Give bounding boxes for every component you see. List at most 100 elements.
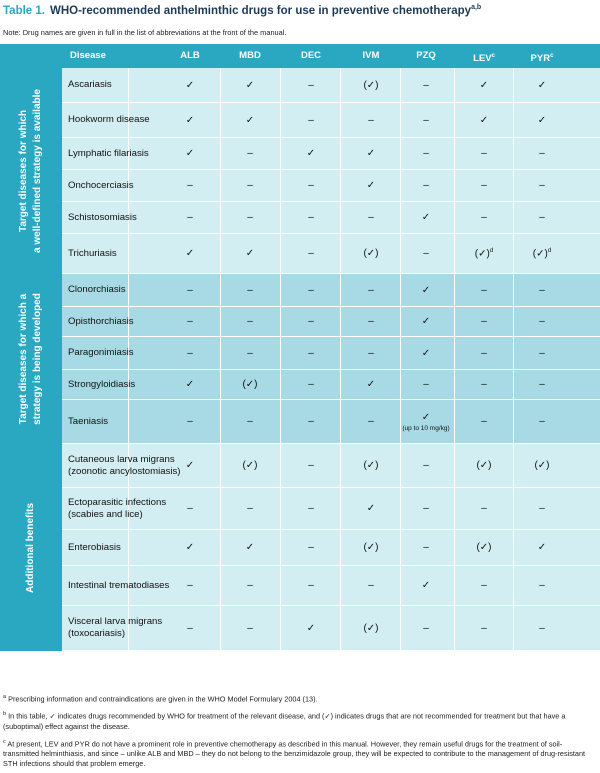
check-mark: ✓ [185, 79, 195, 91]
cell-content: ✓ [186, 460, 194, 471]
partial-check-mark: (✓) [363, 248, 379, 259]
cell-content: (✓) [534, 460, 549, 471]
cell-content: – [308, 80, 314, 91]
cell-content: – [481, 285, 487, 296]
drug-cell-dec: – [283, 370, 339, 399]
dash-mark: – [423, 148, 429, 159]
dash-mark: – [187, 316, 193, 327]
dash-mark: – [423, 180, 429, 191]
check-mark: ✓ [366, 379, 376, 390]
header-drug-label: PYR [530, 53, 551, 65]
cell-content: – [539, 180, 545, 191]
dash-mark: – [308, 580, 314, 591]
check-mark: ✓ [366, 180, 376, 191]
dash-mark: – [423, 460, 429, 471]
table-row: Ascariasis ✓ ✓ – (✓) – ✓ ✓ [62, 68, 600, 103]
drug-cell-ivm: – [343, 337, 399, 369]
drug-cell-lev: – [456, 337, 512, 369]
table-row: Paragonimiasis – – – – ✓ – – [62, 337, 600, 370]
cell-content: ✓ [246, 542, 254, 553]
dash-mark: – [539, 416, 545, 427]
drug-cell-mbd: – [222, 400, 278, 443]
drug-cell-dec: – [283, 400, 339, 443]
section-label: Target diseases for which a well-defined … [17, 89, 45, 253]
cell-content: ✓ [538, 80, 546, 91]
drug-cell-dec: – [283, 307, 339, 336]
header-drug-footnote-mark: c [550, 53, 554, 59]
drug-cell-dec: – [283, 530, 339, 565]
cell-content: ✓ [367, 180, 375, 191]
partial-check-mark: (✓) [242, 460, 258, 471]
partial-check-mark: (✓) [476, 460, 492, 471]
partial-check-mark: (✓) [242, 379, 258, 390]
drug-cell-lev: – [456, 202, 512, 233]
partial-check-mark: (✓) [363, 460, 379, 471]
drug-cell-alb: – [162, 488, 218, 529]
check-mark: ✓ [185, 460, 195, 471]
dash-mark: – [481, 316, 487, 327]
drug-cell-pzq: – [398, 68, 454, 102]
header-drug-label: PZQ [416, 50, 436, 61]
table-row: Cutaneous larva migrans (zoonotic ancylo… [62, 444, 600, 488]
check-mark: ✓ [185, 379, 195, 390]
dash-mark: – [481, 416, 487, 427]
header-drug-dec: DEC [283, 44, 339, 68]
cell-content: – [481, 148, 487, 159]
section-body: Clonorchiasis – – – – ✓ – – Opisthorchiasis – – – – ✓… [62, 274, 600, 444]
table-row: Opisthorchiasis – – – – ✓ – – [62, 307, 600, 337]
footnote-text: At present, LEV and PYR do not have a pr… [3, 739, 586, 769]
drug-cell-pzq: – [398, 103, 454, 137]
dash-mark: – [481, 379, 487, 390]
check-mark: ✓ [421, 284, 431, 296]
cell-content: – [308, 379, 314, 390]
disease-name: Visceral larva migrans (toxocariasis) [68, 616, 163, 639]
check-mark: ✓ [366, 148, 376, 159]
cell-content: ✓ [246, 80, 254, 91]
table-row: Taeniasis – – – – ✓ (up to 10 mg/kg) – – [62, 400, 600, 444]
cell-content: – [187, 285, 193, 296]
dash-mark: – [247, 148, 253, 159]
dash-mark: – [247, 580, 253, 591]
column-divider [513, 444, 514, 651]
check-mark: ✓ [185, 114, 195, 126]
check-mark: ✓ [421, 347, 431, 359]
drug-cell-dec: – [283, 566, 339, 605]
drug-cell-alb: – [162, 400, 218, 443]
footnote-mark: c [3, 738, 6, 745]
column-divider [280, 68, 281, 274]
table-row: Enterobiasis ✓ ✓ – (✓) – (✓) ✓ [62, 530, 600, 566]
cell-content: ✓ [422, 212, 430, 223]
footnote-b: b In this table, ✓ indicates drugs recom… [3, 709, 597, 731]
footnote-text: Prescribing information and contraindica… [6, 694, 318, 704]
dash-mark: – [247, 316, 253, 327]
drug-cell-alb: ✓ [162, 138, 218, 169]
column-divider [454, 68, 455, 274]
cell-content: ✓ [422, 316, 430, 327]
drug-cell-dec: – [283, 337, 339, 369]
cell-footnote-mark: d [547, 247, 552, 254]
cell-content: (✓) [476, 460, 491, 471]
drug-cell-ivm: (✓) [343, 234, 399, 273]
table-title: Table 1. WHO-recommended anthelminthic dr… [3, 4, 597, 20]
dash-mark: – [423, 248, 429, 259]
drug-cell-pzq: – [398, 444, 454, 487]
check-mark: ✓ [479, 114, 489, 126]
dash-mark: – [539, 180, 545, 191]
dash-mark: – [481, 580, 487, 591]
check-mark: ✓ [185, 542, 195, 553]
cell-content: – [368, 416, 374, 427]
drug-cell-dec: – [283, 68, 339, 102]
cell-content: – [308, 248, 314, 259]
cell-content: – [481, 580, 487, 591]
drug-cell-ivm: ✓ [343, 170, 399, 201]
dash-mark: – [308, 379, 314, 390]
cell-content: ✓ [307, 148, 315, 159]
dash-mark: – [481, 180, 487, 191]
drug-cell-pzq: – [398, 530, 454, 565]
cell-content: – [187, 180, 193, 191]
column-divider [454, 444, 455, 651]
drug-cell-alb: ✓ [162, 530, 218, 565]
cell-content: ✓ [367, 148, 375, 159]
column-divider [400, 444, 401, 651]
drug-cell-lev: (✓) [456, 444, 512, 487]
